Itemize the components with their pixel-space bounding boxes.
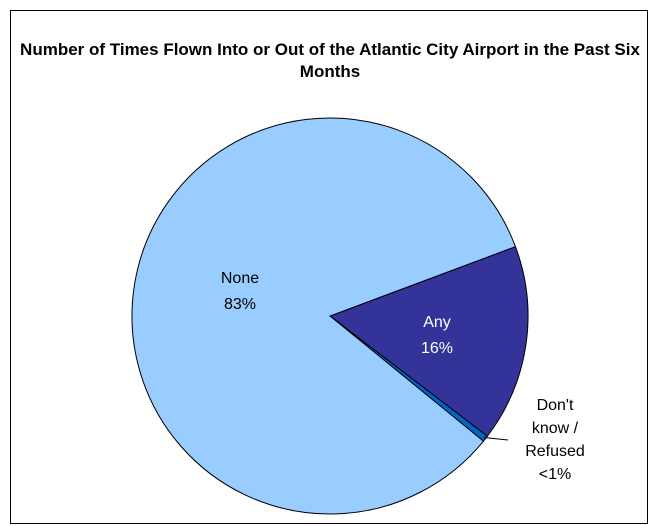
data-label-line: Don't	[537, 397, 574, 414]
data-label-2: Don't know / Refused <1%	[525, 397, 585, 483]
data-label-line: 83%	[224, 296, 256, 313]
data-label-1: Any 16%	[421, 314, 453, 357]
data-label-0: None 83%	[221, 270, 259, 313]
data-label-line: 16%	[421, 340, 453, 357]
chart-title: Number of Times Flown Into or Out of the…	[20, 40, 640, 81]
leader-line	[483, 436, 509, 441]
pie-slice-any	[328, 246, 529, 437]
data-label-line: Refused	[525, 443, 585, 460]
data-label-line: Any	[423, 314, 451, 331]
pie-slice-none	[131, 117, 517, 515]
data-label-line: <1%	[539, 466, 571, 483]
data-label-line: None	[221, 270, 259, 287]
data-label-line: know /	[532, 420, 579, 437]
